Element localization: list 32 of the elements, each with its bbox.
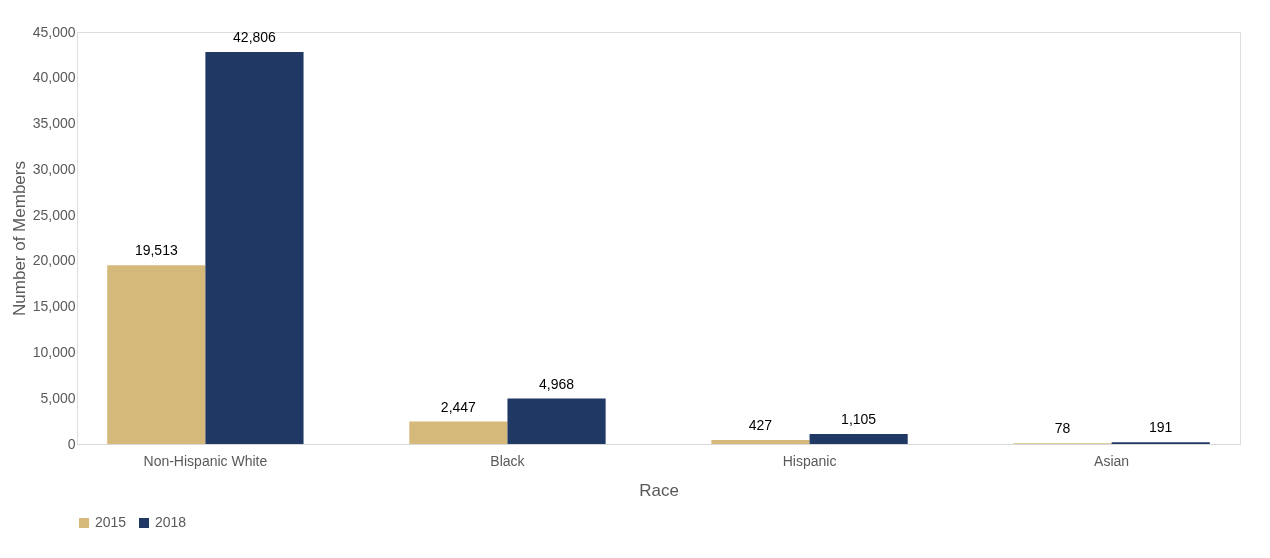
data-label: 78 (1054, 420, 1071, 437)
y-axis-title: Number of Members (9, 161, 29, 316)
bar (507, 398, 606, 444)
bar (409, 421, 508, 444)
legend-label: 2015 (95, 514, 127, 530)
y-tick-label: 0 (67, 435, 76, 452)
bar (205, 52, 304, 444)
y-tick-label: 25,000 (32, 206, 76, 223)
bar (711, 440, 810, 444)
y-tick-label: 30,000 (32, 160, 76, 177)
x-tick-label: Black (490, 452, 526, 469)
x-tick-label: Hispanic (782, 452, 837, 469)
data-label: 191 (1149, 419, 1173, 436)
y-tick-label: 20,000 (32, 252, 76, 269)
y-tick-label: 15,000 (32, 298, 76, 315)
bar (107, 265, 206, 444)
data-label: 4,968 (539, 375, 575, 392)
x-axis-title: Race (639, 480, 679, 500)
y-tick-label: 35,000 (32, 115, 76, 132)
data-label: 1,105 (841, 410, 877, 427)
y-tick-label: 10,000 (32, 343, 76, 360)
data-label: 2,447 (440, 398, 477, 415)
y-tick-label: 40,000 (32, 69, 76, 86)
x-tick-label: Non-Hispanic White (143, 452, 268, 469)
y-tick-label: 45,000 (32, 23, 76, 40)
y-tick-label: 5,000 (40, 389, 76, 406)
data-label: 427 (748, 417, 773, 434)
bar (809, 433, 908, 444)
legend-label: 2018 (155, 514, 187, 530)
data-label: 19,513 (134, 242, 178, 259)
data-label: 42,806 (233, 29, 277, 46)
x-tick-label: Asian (1094, 452, 1130, 469)
